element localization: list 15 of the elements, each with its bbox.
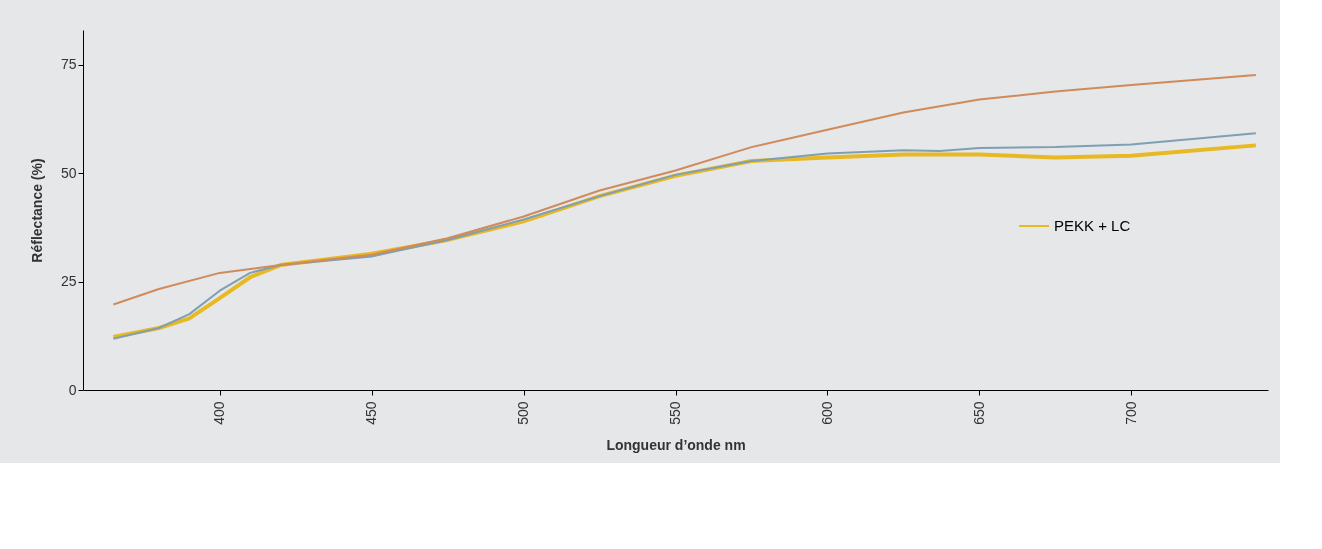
x-tick-label: 700 [1122, 401, 1139, 425]
x-tick-label: 550 [667, 401, 683, 425]
x-tick-label: 400 [211, 401, 228, 425]
x-tick-label: 450 [363, 401, 380, 425]
line-series [112, 74, 1257, 306]
x-tick-label: 650 [970, 401, 987, 425]
legend-label: PEKK + LC [1054, 217, 1131, 234]
x-tick-label: 500 [515, 401, 532, 425]
y-tick-label: 50 [60, 164, 77, 181]
y-tick-label: 25 [60, 273, 77, 290]
x-tick-label: 600 [818, 401, 835, 425]
y-axis-title: Réflectance (%) [28, 158, 45, 263]
y-tick-label: 75 [60, 56, 77, 73]
x-axis-title: Longueur d’onde nm [606, 436, 746, 453]
y-tick-label: 0 [68, 381, 77, 398]
